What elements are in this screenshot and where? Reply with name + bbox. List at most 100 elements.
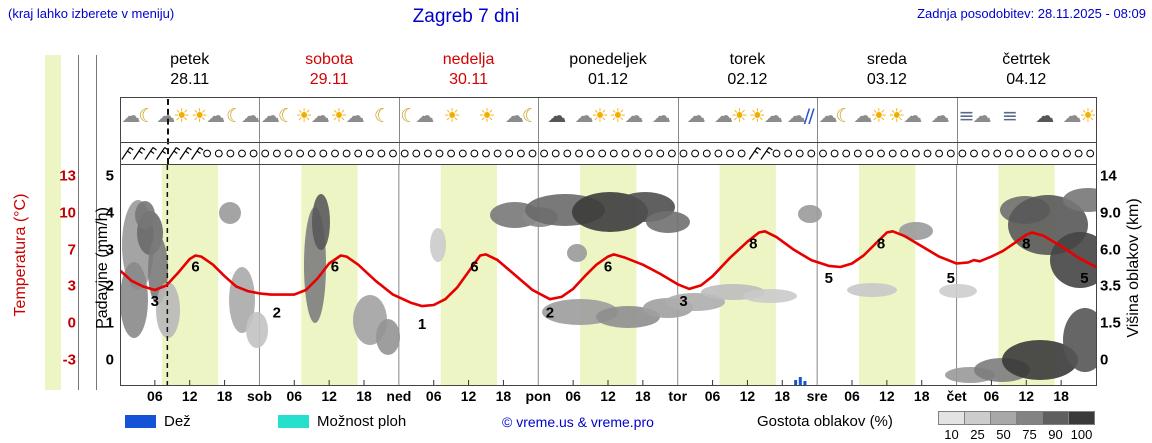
- sun-icon: ☀: [173, 105, 190, 127]
- current-time-line-upper: [167, 99, 169, 164]
- cloud-cover-circle-icon: [691, 149, 699, 158]
- wind-barb-icon: [144, 147, 157, 160]
- density-swatch: [990, 411, 1017, 425]
- temperature-value-label: 5: [825, 270, 833, 287]
- weather-icon-sun-cloud: ☀☁: [609, 105, 643, 127]
- cloud-cover-circle-icon: [575, 149, 583, 158]
- sun-icon: ☀: [748, 105, 766, 127]
- cloud-cover-circle-icon: [517, 149, 525, 158]
- cloud-height-tick: 14: [1100, 167, 1117, 185]
- cloud-icon: ☁: [504, 105, 524, 127]
- day-date: 03.12: [866, 71, 907, 88]
- wind-barb-icon: [191, 147, 204, 160]
- wind-barb-icon: [760, 147, 773, 160]
- x-axis-tick: 06: [565, 388, 581, 404]
- rain-legend-label: Dež: [164, 413, 191, 430]
- density-swatch: [938, 411, 965, 425]
- cloud-icon: ☁: [156, 105, 175, 127]
- density-value: 10: [944, 427, 959, 442]
- cloud-cover-circle-icon: [1086, 149, 1095, 158]
- weather-icon-cloud-moon: ☁☾: [121, 105, 155, 127]
- cloud-cover-circle-icon: [377, 149, 386, 158]
- weather-icon-cloud-sun: ☁☀: [714, 105, 748, 127]
- cloud-cover-circle-icon: [1063, 149, 1071, 158]
- cloud-icon: ☁: [763, 105, 783, 127]
- cloud-blob: [798, 205, 822, 223]
- temperature-value-label: 6: [470, 259, 478, 276]
- weather-icon-cloud-shower: ☁//: [786, 105, 815, 127]
- temperature-line: [120, 230, 1096, 308]
- copyright-link[interactable]: © vreme.us & vreme.pro: [502, 414, 654, 430]
- temperature-axis-ticks: 13 10 7 3 0 -3: [30, 0, 76, 400]
- wind-barb-icon: [132, 147, 146, 160]
- cloud-cover-circle-icon: [354, 149, 363, 158]
- cloud-blob: [246, 312, 268, 348]
- cloud-cover-circle-icon: [563, 149, 572, 158]
- cloud-height-axis-ticks: 14 9.0 6.0 3.5 1.5 0: [1100, 0, 1146, 400]
- rain-bar: [798, 377, 802, 385]
- rain-legend-swatch: [125, 415, 156, 428]
- sun-icon: ☀: [888, 105, 905, 127]
- day-name: sobota: [305, 51, 354, 68]
- weather-icon-sun-cloud: ☀☁: [296, 105, 330, 127]
- x-axis-tick: 18: [635, 388, 651, 404]
- cloud-blob: [847, 283, 897, 297]
- x-axis-tick: 06: [704, 388, 721, 404]
- temperature-value-label: 6: [331, 259, 339, 276]
- cloud-blob: [939, 284, 977, 298]
- cloud-height-tick: 6.0: [1100, 241, 1121, 259]
- sun-icon: ☀: [443, 105, 461, 127]
- day-header-torek: torek 02.12: [727, 50, 767, 90]
- cloud-cover-circle-icon: [784, 149, 792, 158]
- cloud-blob: [376, 319, 400, 355]
- day-header-nedelja: nedelja 30.11: [443, 50, 495, 90]
- weather-icon-cloud-moon: ☁☾: [260, 105, 295, 127]
- cloud-icon: ☁: [786, 105, 806, 127]
- day-date: 28.11: [170, 71, 210, 88]
- day-header-sobota: sobota 29.11: [305, 50, 353, 90]
- day-name: ponedeljek: [569, 51, 647, 68]
- x-axis-tick: čet: [946, 388, 967, 404]
- weather-icon-cloud-moon: ☁☾: [818, 105, 853, 127]
- cloud-cover-circle-icon: [540, 149, 549, 158]
- fog-icon: ≡: [1001, 105, 1018, 127]
- cloud-icon: ☁: [818, 105, 838, 127]
- sun-icon: ☀: [1079, 105, 1097, 127]
- cloud-cover-circle-icon: [424, 149, 432, 158]
- cloud-cover-circle-icon: [470, 149, 479, 158]
- precipitation-tick: 3: [105, 241, 114, 259]
- x-axis-labels: 06 12 18 sob 06 12 18 ned 06 12 18 pon 06 12 18 tor 06 12…: [120, 388, 1130, 406]
- moon-icon: ☾: [400, 105, 417, 127]
- last-update-text: Zadnja posodobitev: 28.11.2025 - 08:09: [917, 6, 1146, 21]
- x-axis-tick: 12: [1018, 388, 1035, 404]
- cloud-cover-circle-icon: [1039, 149, 1048, 158]
- cloud-cover-circle-icon: [970, 149, 978, 158]
- cloud-cover-circle-icon: [331, 149, 339, 158]
- shower-icon: //: [803, 105, 815, 127]
- row-divider-line: [120, 164, 1096, 165]
- cloud-cover-circle-icon: [284, 149, 293, 158]
- day-gridline: [538, 98, 540, 164]
- rain-bar: [794, 380, 798, 385]
- density-value: 90: [1048, 427, 1063, 442]
- cloud-icon: ☁: [415, 105, 434, 127]
- cloud-icon: ☁: [260, 105, 280, 127]
- weather-icon-sun-cloud: ☀☁: [748, 105, 783, 127]
- weather-icon-cloud-moon: ☁☾: [504, 105, 539, 127]
- temperature-value-label: 5: [1080, 270, 1088, 287]
- x-axis-tick: ned: [386, 388, 412, 404]
- cloud-cover-circle-icon: [726, 149, 734, 158]
- cloud-icon: ☁: [310, 105, 330, 127]
- cloud-cover-circle-icon: [261, 149, 270, 158]
- main-plot: 3 6 2 6 1 6 2 6 3 8 5 8 5 8 5: [120, 165, 1096, 385]
- x-axis-tick: tor: [668, 388, 688, 404]
- cloud-height-tick: 9.0: [1100, 204, 1121, 222]
- weather-icon-sun-cloud: ☀☁: [888, 105, 922, 127]
- density-swatch: [964, 411, 991, 425]
- x-axis-tick: 18: [913, 388, 930, 404]
- sun-icon: ☀: [191, 105, 208, 127]
- moon-icon: ☾: [138, 105, 155, 127]
- showers-legend-swatch: [278, 415, 309, 428]
- weather-icon-cloud: ☁: [931, 105, 950, 127]
- x-axis-tick: 06: [286, 388, 303, 404]
